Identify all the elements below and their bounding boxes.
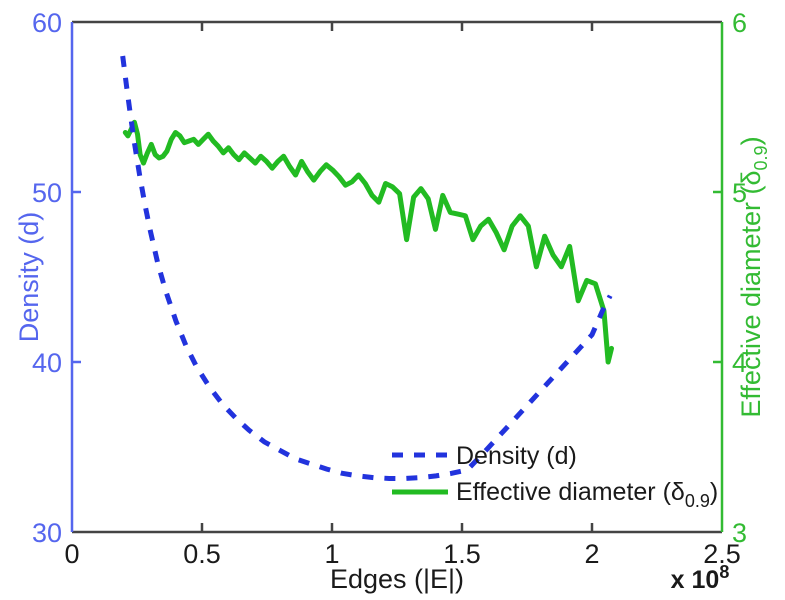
y-axis-right-ticks: 3 4 5 6: [713, 8, 747, 548]
y-left-tick-label: 30: [32, 518, 62, 548]
y-right-tick-label: 3: [732, 518, 747, 548]
series-line-density: [120, 55, 613, 481]
y-right-tick-label: 5: [732, 178, 747, 208]
y-axis-right-title: Effective diameter (δ0.9): [736, 136, 771, 417]
data-series-group: [120, 55, 614, 481]
plot-frame: [70, 20, 724, 534]
x-tick-label: 2: [584, 539, 599, 569]
y-axis-left-title: Density (d): [14, 212, 44, 343]
x-axis-ticks: 0 0.5 1 1.5 2 2.5: [64, 22, 741, 569]
legend-label-effective-diameter: Effective diameter (δ0.9): [456, 478, 718, 511]
legend-label-density: Density (d): [456, 442, 577, 470]
x-tick-label: 1.5: [443, 539, 481, 569]
series-line-effective-diameter: [122, 119, 614, 365]
x-axis-exponent: x 108: [671, 562, 730, 594]
y-left-tick-label: 40: [32, 348, 62, 378]
x-tick-label: 1: [324, 539, 339, 569]
x-axis-title: Edges (|E|): [330, 564, 464, 594]
legend: Density (d) Effective diameter (δ0.9): [392, 442, 718, 511]
y-left-tick-label: 50: [32, 178, 62, 208]
x-tick-label: 0.5: [183, 539, 221, 569]
y-right-tick-label: 4: [732, 348, 747, 378]
x-tick-label: 0: [64, 539, 79, 569]
y-right-tick-label: 6: [732, 8, 747, 38]
y-axis-left-ticks: 30 40 50 60: [32, 8, 81, 548]
x-tick-label: 2.5: [703, 539, 741, 569]
y-left-tick-label: 60: [32, 8, 62, 38]
